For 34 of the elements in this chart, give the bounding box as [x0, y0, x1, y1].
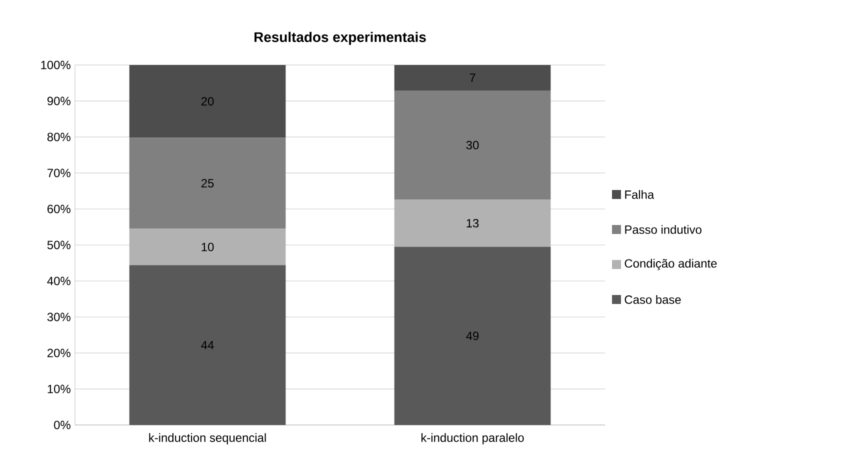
y-tick-label: 0%	[54, 420, 70, 430]
bar	[129, 64, 286, 138]
y-tick-label: 90%	[47, 96, 70, 106]
y-tick-label: 70%	[48, 168, 70, 178]
y-tick-label: 100%	[41, 60, 70, 70]
bar	[129, 138, 286, 229]
data-label: 20	[201, 97, 214, 106]
data-label: 7	[470, 74, 476, 82]
x-tick-label: k-induction paralelo	[421, 433, 524, 444]
data-label: 13	[466, 218, 479, 228]
bar	[394, 64, 551, 91]
chart-title: Resultados experimentais	[254, 32, 426, 45]
y-tick-label: 60%	[48, 204, 70, 214]
y-tick-label: 20%	[47, 348, 70, 358]
bar	[129, 228, 286, 266]
x-tick-label: k-induction sequencial	[149, 433, 266, 444]
y-tick-label: 40%	[47, 276, 70, 286]
legend-label: Falha	[625, 190, 654, 199]
data-label: 25	[201, 179, 214, 188]
data-label: 10	[202, 242, 214, 252]
y-tick-label: 30%	[47, 312, 70, 322]
y-tick-label: 10%	[48, 384, 70, 394]
y-tick-label: 80%	[47, 132, 70, 142]
bar	[394, 246, 551, 425]
legend-label: Passo indutivo	[625, 225, 702, 234]
data-label: 44	[201, 340, 214, 350]
legend-label: Caso base	[624, 295, 681, 304]
data-label: 30	[466, 140, 479, 150]
bar	[394, 90, 551, 200]
legend-label: Condição adiante	[624, 258, 717, 270]
y-tick-label: 50%	[47, 240, 70, 250]
data-label: 49	[466, 332, 479, 340]
bar	[394, 200, 551, 247]
bar	[129, 265, 286, 425]
